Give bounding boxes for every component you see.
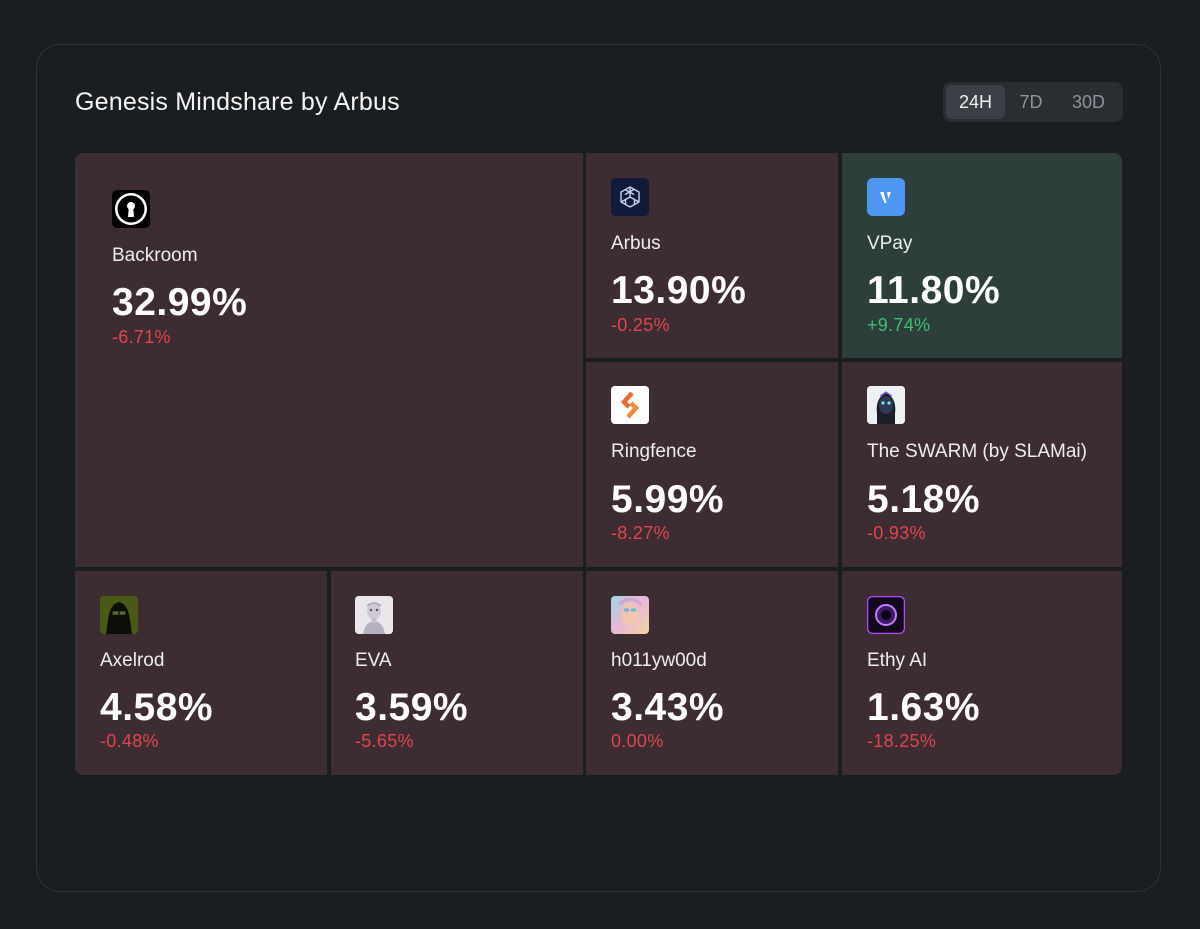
tile-name: Arbus [611,233,661,254]
tile-name: Ethy AI [867,650,928,671]
tile-arbus[interactable]: Arbus 13.90% -0.25% [586,153,838,358]
tile-name: h011yw00d [611,650,707,671]
range-7d-button[interactable]: 7D [1019,91,1043,112]
tile-name: Backroom [112,245,198,266]
pastel-face-icon [611,596,649,634]
tile-name: EVA [355,650,392,671]
time-range-selector: 24H 7D 30D [943,82,1123,122]
tile-backroom[interactable]: Backroom 32.99% -6.71% [75,153,583,567]
tile-change: 0.00% [611,731,664,751]
tile-name: Ringfence [611,441,697,462]
tile-eva[interactable]: EVA 3.59% -5.65% [331,571,583,775]
tile-percentage: 4.58% [100,686,214,729]
keyhole-icon [112,190,150,228]
tile-change: -8.27% [611,523,670,543]
tile-ethy-ai[interactable]: Ethy AI 1.63% -18.25% [842,571,1122,775]
tile-percentage: 3.59% [355,686,469,729]
tile-h011yw00d[interactable]: h011yw00d 3.43% 0.00% [586,571,838,775]
tile-name: VPay [867,233,913,254]
page-title: Genesis Mindshare by Arbus [75,88,400,116]
tile-change: -6.71% [112,327,171,347]
range-24h-button[interactable]: 24H [946,85,1005,119]
tile-percentage: 3.43% [611,686,725,729]
tile-axelrod[interactable]: Axelrod 4.58% -0.48% [75,571,327,775]
tile-vpay[interactable]: VPay 11.80% +9.74% [842,153,1122,358]
v-logo-icon [867,178,905,216]
tile-change: -18.25% [867,731,937,751]
tile-change: -5.65% [355,731,414,751]
tile-the-swarm[interactable]: The SWARM (by SLAMai) 5.18% -0.93% [842,362,1122,567]
hooded-figure-icon [100,596,138,634]
tile-percentage: 13.90% [611,269,747,312]
tile-change: -0.93% [867,523,926,543]
tile-ringfence[interactable]: Ringfence 5.99% -8.27% [586,362,838,567]
cube-network-icon [611,178,649,216]
robot-face-icon [867,386,905,424]
tile-name: The SWARM (by SLAMai) [867,441,1087,462]
tile-percentage: 32.99% [112,281,248,324]
tile-percentage: 5.18% [867,478,981,521]
tile-percentage: 11.80% [867,269,1001,312]
tile-change: +9.74% [867,315,931,335]
ring-chevron-icon [611,386,649,424]
android-face-icon [355,596,393,634]
range-30d-button[interactable]: 30D [1071,91,1106,112]
tile-name: Axelrod [100,650,165,671]
tile-percentage: 1.63% [867,686,981,729]
tile-change: -0.25% [611,315,670,335]
tile-change: -0.48% [100,731,159,751]
tile-percentage: 5.99% [611,478,725,521]
purple-orb-icon [867,596,905,634]
